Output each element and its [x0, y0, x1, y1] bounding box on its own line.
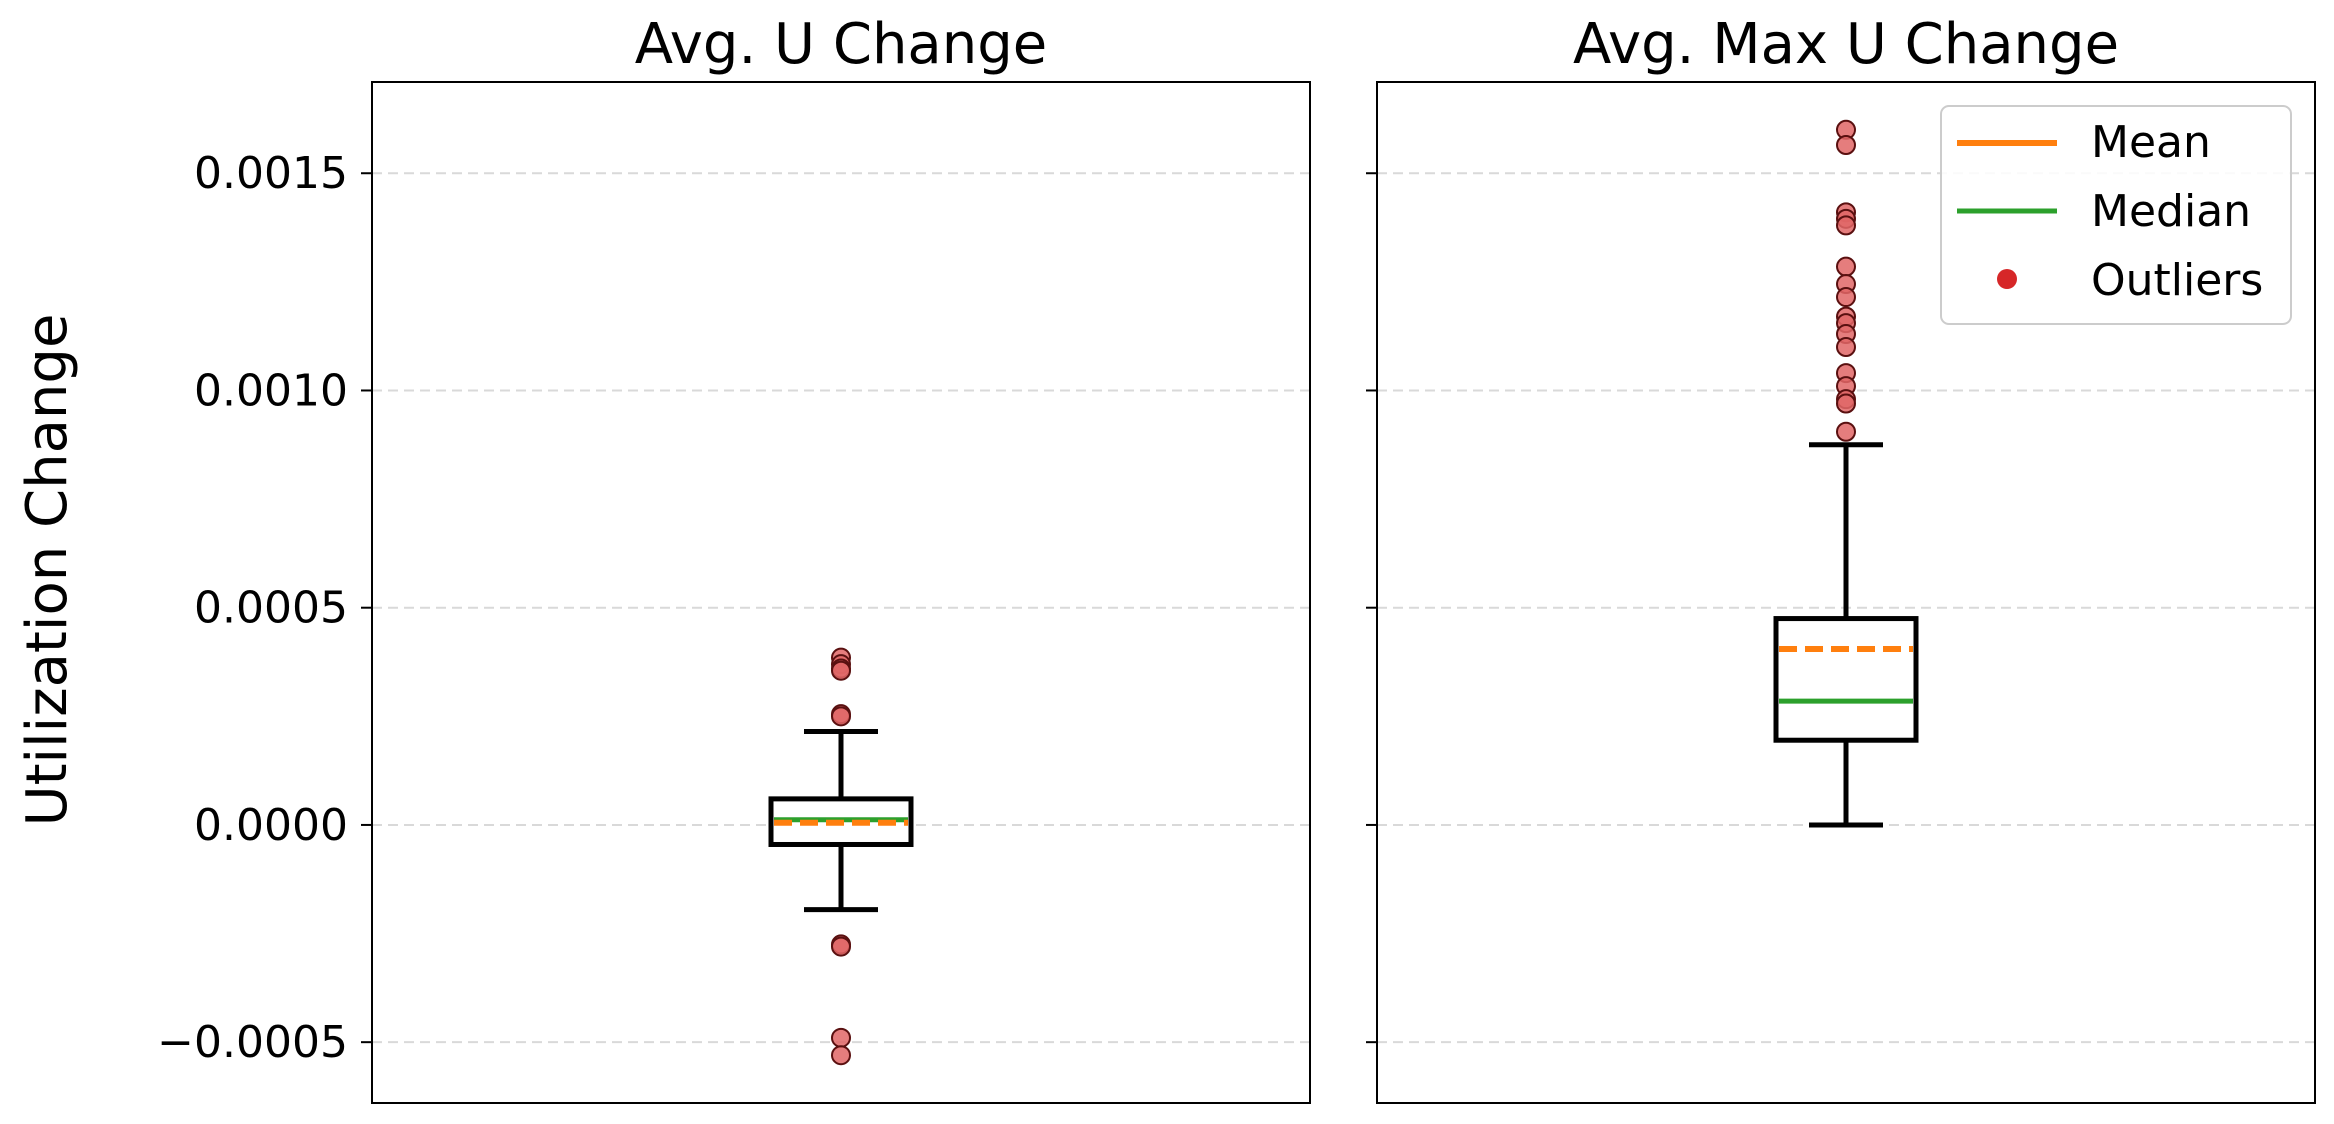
- boxplot: [768, 647, 914, 1066]
- chart-title: Avg. Max U Change: [1573, 12, 2119, 77]
- y-ticks: −0.0005 0.0000 0.0005 0.0010 0.0015: [157, 148, 372, 1068]
- legend-outliers-label: Outliers: [2091, 255, 2263, 306]
- outlier-point: [1836, 393, 1856, 414]
- legend: Mean Median Outliers: [1940, 105, 2292, 325]
- boxplot: [1773, 119, 1919, 828]
- legend-median-label: Median: [2091, 186, 2251, 237]
- y-tick-label: 0.0015: [194, 148, 348, 199]
- outlier-point: [1836, 337, 1856, 358]
- y-tick-label: 0.0005: [194, 583, 348, 634]
- y-tick-label: 0.0010: [194, 365, 348, 416]
- outlier-point: [1836, 256, 1856, 277]
- y-ticks: [1366, 172, 1377, 1044]
- outlier-point: [831, 1027, 851, 1048]
- legend-outlier-swatch: [1997, 269, 2017, 289]
- outlier-point: [1836, 134, 1856, 155]
- outlier-point: [831, 936, 851, 957]
- plot-frame: [1376, 81, 2316, 1104]
- y-tick-label: 0.0000: [194, 800, 348, 851]
- panel-avg-max-u-change: Avg. Max U Change: [1366, 12, 2316, 1104]
- outlier-point: [831, 660, 851, 681]
- outlier-point: [831, 706, 851, 727]
- outlier-point: [1836, 421, 1856, 442]
- legend-mean-label: Mean: [2091, 117, 2211, 168]
- chart-title: Avg. U Change: [635, 12, 1048, 77]
- outlier-point: [1836, 215, 1856, 236]
- y-axis-label: Utilization Change: [15, 314, 80, 827]
- plot-frame: [371, 81, 1311, 1104]
- iqr-box: [1773, 616, 1919, 743]
- panel-avg-u-change: −0.0005 0.0000 0.0005 0.0010 0.0015 Avg. U C…: [157, 12, 1311, 1104]
- y-tick-label: −0.0005: [157, 1017, 348, 1068]
- outlier-point: [1836, 287, 1856, 308]
- legend-frame: [1940, 105, 2292, 325]
- outlier-point: [831, 1045, 851, 1066]
